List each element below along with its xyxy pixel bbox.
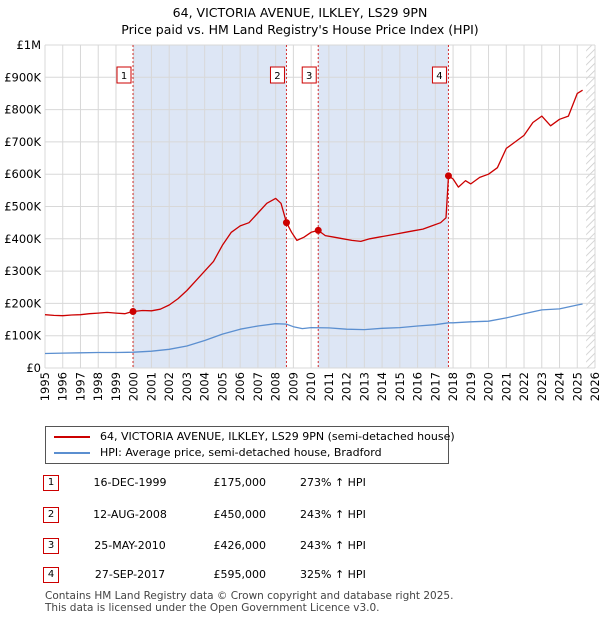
sale-label-box <box>116 66 132 84</box>
x-tick-label: 1998 <box>91 372 105 401</box>
x-tick-label: 1995 <box>38 372 52 401</box>
sale-hpi-change: 273% ↑ HPI <box>300 476 366 489</box>
sale-marker <box>314 226 322 234</box>
y-tick-label: £700K <box>4 135 41 149</box>
sale-date: 12-AUG-2008 <box>93 508 167 521</box>
x-tick-label: 2003 <box>180 372 194 401</box>
x-tick-label: 2023 <box>535 372 549 401</box>
sale-marker <box>444 172 452 180</box>
x-tick-label: 2005 <box>215 372 229 401</box>
sale-hpi-change: 325% ↑ HPI <box>300 568 366 581</box>
y-tick-label: £200K <box>4 296 41 310</box>
x-tick-label: 2021 <box>499 372 513 401</box>
x-tick-label: 1996 <box>56 372 70 401</box>
sale-marker <box>129 307 137 315</box>
x-tick-label: 1997 <box>73 372 87 401</box>
sale-label-number: 3 <box>306 71 312 82</box>
x-tick-label: 2016 <box>411 372 425 401</box>
sale-hpi-change: 243% ↑ HPI <box>300 539 366 552</box>
x-tick-label: 2017 <box>428 372 442 401</box>
x-tick-label: 2010 <box>304 372 318 401</box>
y-tick-label: £500K <box>4 200 41 214</box>
copyright-notice: Contains HM Land Registry data © Crown c… <box>45 590 454 602</box>
y-tick-label: £300K <box>4 264 41 278</box>
x-tick-label: 1999 <box>109 372 123 401</box>
sale-number-badge: 1 <box>43 475 59 491</box>
x-tick-label: 2019 <box>464 372 478 401</box>
sale-price: £450,000 <box>213 508 267 521</box>
hpi-line <box>44 303 583 355</box>
y-tick-label: £900K <box>4 70 41 84</box>
legend-label-property: 64, VICTORIA AVENUE, ILKLEY, LS29 9PN (s… <box>100 430 455 443</box>
sale-label-box <box>431 66 447 84</box>
x-tick-label: 2000 <box>127 372 141 401</box>
sale-marker <box>282 219 290 227</box>
x-tick-label: 2001 <box>144 372 158 401</box>
legend-line-hpi <box>54 452 90 454</box>
y-tick-label: £600K <box>4 167 41 181</box>
x-tick-label: 2020 <box>482 372 496 401</box>
sale-date: 27-SEP-2017 <box>94 568 166 581</box>
sale-number-badge: 3 <box>43 538 59 554</box>
sale-price: £175,000 <box>213 476 267 489</box>
x-tick-label: 2022 <box>517 372 531 401</box>
x-tick-label: 2006 <box>233 372 247 401</box>
x-tick-label: 2024 <box>553 372 567 401</box>
chart-subtitle: Price paid vs. HM Land Registry's House … <box>121 22 479 37</box>
x-tick-label: 2013 <box>357 372 371 401</box>
price-chart: 1 2 3 4 £0 £100K £200K £300K £400K £500K £600K £70… <box>4 38 600 401</box>
chart-title-address: 64, VICTORIA AVENUE, ILKLEY, LS29 9PN <box>172 5 428 20</box>
x-tick-label: 2011 <box>322 372 336 401</box>
x-tick-label: 2018 <box>446 372 460 401</box>
sale-label-box <box>269 66 285 84</box>
x-tick-label: 2015 <box>393 372 407 401</box>
y-tick-label: £800K <box>4 103 41 117</box>
sale-date: 16-DEC-1999 <box>93 476 167 489</box>
sale-number-badge: 2 <box>43 507 59 523</box>
y-tick-label: £1M <box>16 38 41 52</box>
sale-label-box <box>301 66 317 84</box>
x-tick-label: 2007 <box>251 372 265 401</box>
chart-legend: 64, VICTORIA AVENUE, ILKLEY, LS29 9PN (s… <box>45 426 455 464</box>
sale-number-badge: 4 <box>43 567 59 583</box>
sale-label-number: 4 <box>436 71 442 82</box>
sale-label-number: 1 <box>121 71 127 82</box>
x-tick-label: 2026 <box>588 372 600 401</box>
sale-date: 25-MAY-2010 <box>94 539 166 552</box>
legend-line-property <box>54 436 90 438</box>
licence-notice: This data is licensed under the Open Gov… <box>45 602 380 614</box>
y-tick-label: £100K <box>4 329 41 343</box>
x-tick-label: 2025 <box>570 372 584 401</box>
x-tick-label: 2012 <box>340 372 354 401</box>
x-tick-label: 2009 <box>286 372 300 401</box>
sale-hpi-change: 243% ↑ HPI <box>300 508 366 521</box>
sale-price: £426,000 <box>213 539 267 552</box>
y-tick-label: £0 <box>26 361 41 375</box>
legend-label-hpi: HPI: Average price, semi-detached house,… <box>100 446 382 459</box>
sale-label-number: 2 <box>274 71 280 82</box>
x-tick-label: 2004 <box>198 372 212 401</box>
sale-price: £595,000 <box>213 568 267 581</box>
x-tick-label: 2014 <box>375 372 389 401</box>
x-tick-label: 2002 <box>162 372 176 401</box>
x-tick-label: 2008 <box>269 372 283 401</box>
y-tick-label: £400K <box>4 232 41 246</box>
